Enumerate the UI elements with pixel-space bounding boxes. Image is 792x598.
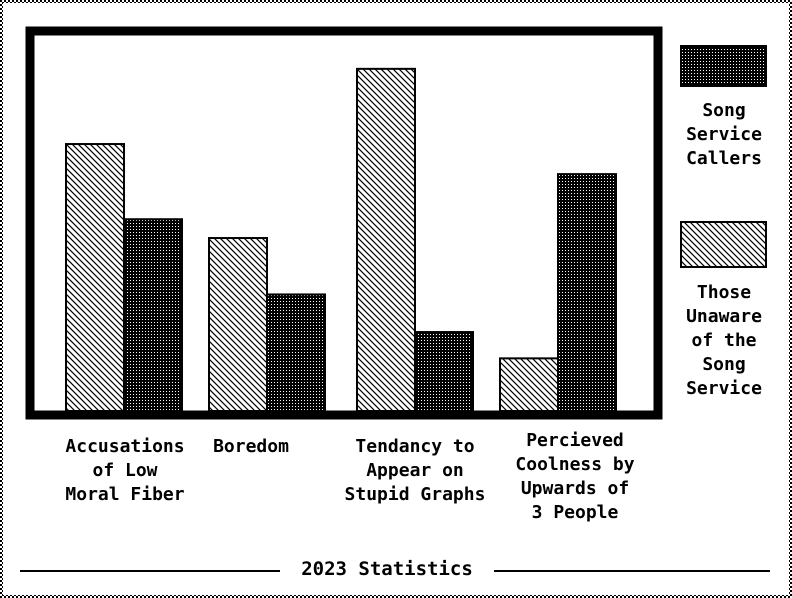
bar-boredom-those-unaware [208,237,268,412]
bar-coolness-those-unaware [499,357,559,412]
bar-accusations-those-unaware [65,143,125,412]
legend-swatch-song-service-callers [680,45,767,87]
category-label-accusations: Accusations of Low Moral Fiber [65,436,185,505]
bar-tendancy-song-service-callers [414,331,474,413]
bar-tendancy-those-unaware [356,67,416,412]
legend-swatch-those-unaware [680,221,767,268]
category-label-boredom: Boredom [213,436,289,457]
chart-title: 2023 Statistics [280,557,494,581]
legend-label-those-unaware: Those Unaware of the Song Service [686,282,762,399]
bar-coolness-song-service-callers [557,173,617,412]
category-label-coolness: Percieved Coolness by Upwards of 3 Peopl… [515,430,635,523]
category-label-tendancy: Tendancy to Appear on Stupid Graphs [344,436,486,505]
bar-boredom-song-service-callers [266,293,326,412]
bar-accusations-song-service-callers [123,218,183,412]
legend-label-song-service-callers: Song Service Callers [686,100,762,169]
